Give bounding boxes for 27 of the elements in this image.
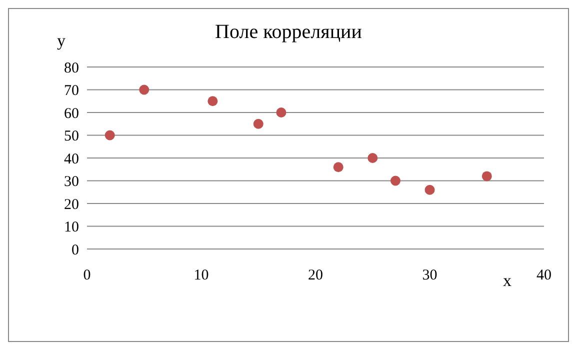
point <box>368 153 378 163</box>
point <box>139 84 150 95</box>
point <box>333 162 344 172</box>
x-tick-label: 20 <box>308 268 323 284</box>
y-tick-label: 20 <box>64 196 79 213</box>
y-axis-title: y <box>57 31 66 51</box>
chart-title: Поле корреляции <box>215 21 362 43</box>
x-tick-label: 0 <box>83 268 91 284</box>
y-tick-label: 0 <box>72 242 79 258</box>
point <box>482 171 492 182</box>
point <box>104 130 115 140</box>
y-tick-label: 60 <box>64 106 79 122</box>
y-tick-label: 70 <box>64 83 79 100</box>
y-tick-label: 30 <box>64 174 79 190</box>
x-tick-label: 30 <box>422 268 438 284</box>
y-tick-label: 10 <box>64 220 79 236</box>
point <box>276 108 286 118</box>
x-axis-title: x <box>503 271 512 291</box>
x-tick-label: 40 <box>536 268 552 284</box>
point <box>208 96 218 106</box>
y-tick-label: 40 <box>64 151 79 168</box>
point <box>424 184 435 195</box>
point <box>390 176 400 186</box>
y-tick-label: 80 <box>64 60 79 76</box>
y-tick-label: 50 <box>64 128 79 145</box>
point <box>253 118 264 129</box>
x-tick-label: 10 <box>194 268 209 284</box>
